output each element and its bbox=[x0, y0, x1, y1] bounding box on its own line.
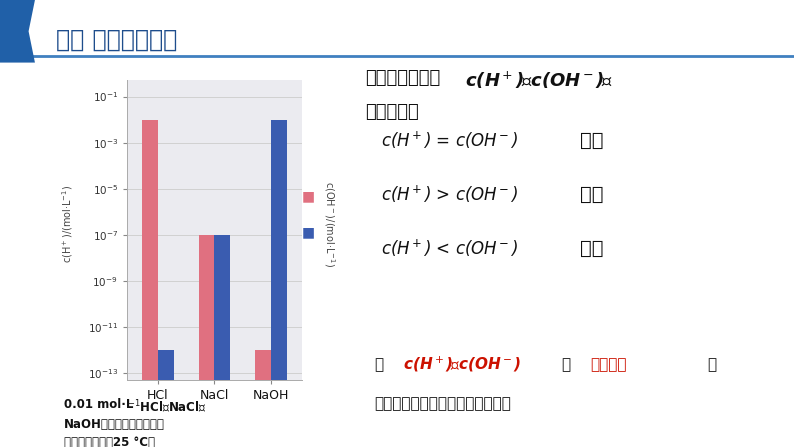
Bar bbox=[198, 235, 214, 447]
Text: 中性: 中性 bbox=[580, 131, 603, 150]
Text: c(OH$^-$)/(mol·L$^{-1}$): c(OH$^-$)/(mol·L$^{-1}$) bbox=[322, 181, 337, 266]
Polygon shape bbox=[0, 0, 35, 63]
Text: 判断溶液酸碱性，不受温度影响。: 判断溶液酸碱性，不受温度影响。 bbox=[374, 396, 511, 412]
Bar bbox=[255, 350, 271, 447]
Bar bbox=[214, 235, 230, 447]
Text: 碱性: 碱性 bbox=[580, 239, 603, 257]
Bar bbox=[142, 120, 158, 447]
Text: 相对大小: 相对大小 bbox=[591, 357, 627, 372]
Text: c(H$^+$)、c(OH$^-$): c(H$^+$)、c(OH$^-$) bbox=[403, 355, 522, 375]
Text: 0.01 mol·L: 0.01 mol·L bbox=[64, 398, 133, 411]
Text: 根离子的浓度（25 °C）: 根离子的浓度（25 °C） bbox=[64, 436, 155, 447]
Bar bbox=[158, 350, 174, 447]
Text: 一、 溶液的酸碱性: 一、 溶液的酸碱性 bbox=[56, 28, 177, 52]
Bar bbox=[271, 120, 287, 447]
Text: 的: 的 bbox=[561, 357, 570, 372]
Text: $^{-1}$HCl、NaCl、: $^{-1}$HCl、NaCl、 bbox=[123, 398, 206, 415]
Text: 来: 来 bbox=[707, 357, 716, 372]
Text: NaOH溶液中氢离子和氢氧: NaOH溶液中氢离子和氢氧 bbox=[64, 418, 164, 431]
Text: c(H$^+$) > c(OH$^-$): c(H$^+$) > c(OH$^-$) bbox=[381, 184, 518, 205]
Text: ■: ■ bbox=[302, 225, 314, 240]
Text: 对大小决定: 对大小决定 bbox=[365, 103, 419, 121]
Text: c(H$^+$) < c(OH$^-$): c(H$^+$) < c(OH$^-$) bbox=[381, 237, 518, 259]
Text: c(H$^+$)/(mol·L$^{-1}$): c(H$^+$)/(mol·L$^{-1}$) bbox=[60, 184, 75, 263]
Text: 用: 用 bbox=[374, 357, 383, 372]
Text: 溶液的酸碱性由: 溶液的酸碱性由 bbox=[365, 69, 441, 87]
Text: 酸性: 酸性 bbox=[580, 185, 603, 204]
Text: ■: ■ bbox=[302, 190, 314, 204]
Text: c(H$^+$) = c(OH$^-$): c(H$^+$) = c(OH$^-$) bbox=[381, 130, 518, 152]
Text: c(H$^+$)和c(OH$^-$)相: c(H$^+$)和c(OH$^-$)相 bbox=[365, 69, 614, 91]
